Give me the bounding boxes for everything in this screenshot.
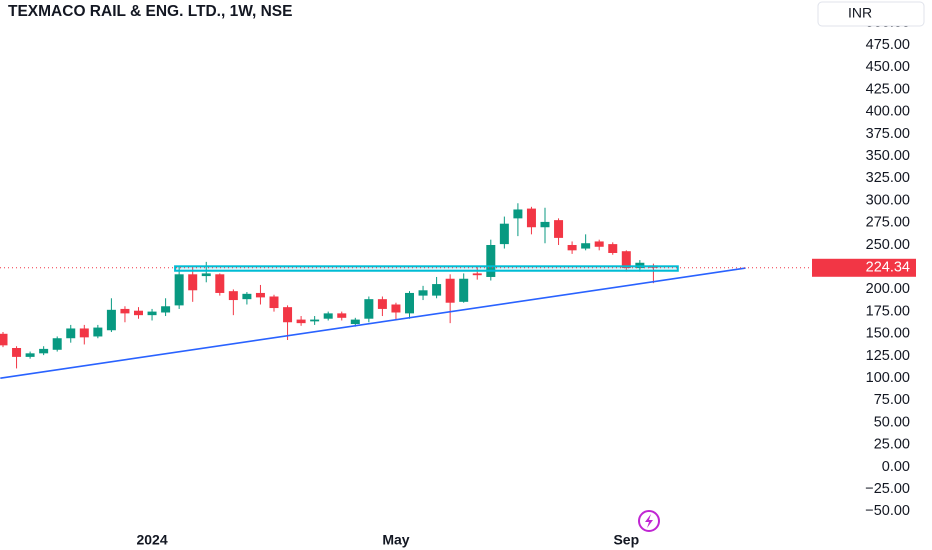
candle-body — [39, 348, 49, 354]
trend-line — [0, 267, 746, 379]
candle-body — [350, 319, 360, 325]
candle-body — [459, 278, 469, 302]
y-tick-label: 75.00 — [874, 392, 910, 408]
candle-body — [174, 274, 184, 306]
y-tick-label: 425.00 — [866, 81, 910, 97]
y-tick-label: 325.00 — [866, 170, 910, 186]
candle-body — [161, 306, 171, 313]
candle-body — [66, 328, 76, 339]
candle-body — [93, 327, 103, 337]
candle-body — [486, 244, 496, 277]
candle-body — [255, 292, 265, 298]
candle-body — [242, 293, 252, 300]
candle-body — [499, 223, 509, 245]
x-tick-label: Sep — [613, 532, 639, 548]
last-price-label: 224.34 — [866, 260, 910, 276]
candle-body — [472, 273, 482, 276]
price-axis: −50.00 −25.00 0.00 25.00 50.00 75.00 100.00 125… — [812, 15, 916, 519]
candle-body — [337, 313, 347, 318]
x-tick-label: May — [382, 532, 409, 548]
logo-bolt[interactable] — [645, 514, 653, 528]
candle-body — [526, 208, 536, 228]
y-tick-label: 350.00 — [866, 148, 910, 164]
candle-body — [0, 333, 8, 346]
y-tick-label: −25.00 — [865, 481, 910, 497]
candle-body — [621, 251, 631, 269]
y-tick-label: −50.00 — [865, 503, 910, 519]
candle-body — [79, 328, 89, 338]
x-tick-label: 2024 — [136, 532, 167, 548]
candle-body — [418, 290, 428, 296]
candle-body — [215, 274, 225, 293]
candle-body — [432, 284, 442, 296]
candle-body — [228, 291, 238, 301]
y-tick-label: 150.00 — [866, 326, 910, 342]
candle-body — [594, 241, 604, 247]
candle-body — [513, 209, 523, 219]
y-tick-label: 200.00 — [866, 281, 910, 297]
logo[interactable] — [638, 510, 660, 532]
y-tick-label: 250.00 — [866, 237, 910, 253]
y-tick-label: 375.00 — [866, 126, 910, 142]
y-tick-label: 50.00 — [874, 414, 910, 430]
y-tick-label: 275.00 — [866, 215, 910, 231]
candle-body — [201, 273, 211, 277]
candle-body — [25, 353, 35, 357]
candle-body — [445, 278, 455, 303]
candle-body — [581, 243, 591, 249]
candle-body — [364, 299, 374, 319]
candle-body — [188, 274, 198, 291]
candle-body — [269, 296, 279, 309]
candle-body — [283, 307, 293, 323]
y-tick-label: 25.00 — [874, 437, 910, 453]
y-tick-label: 175.00 — [866, 303, 910, 319]
y-tick-label: 475.00 — [866, 37, 910, 53]
candle-body — [310, 319, 320, 322]
candle-body — [120, 308, 130, 314]
chart-title: TEXMACO RAIL & ENG. LTD., 1W, NSE — [8, 3, 292, 20]
y-tick-label: 450.00 — [866, 59, 910, 75]
plot-area — [0, 203, 812, 379]
candle-body — [147, 311, 157, 316]
candle-body — [106, 309, 116, 331]
candle-body — [391, 304, 401, 313]
y-tick-label: 400.00 — [866, 104, 910, 120]
y-tick-label: 300.00 — [866, 192, 910, 208]
candle-body — [52, 338, 62, 350]
candle-body — [554, 220, 564, 238]
y-tick-label: 100.00 — [866, 370, 910, 386]
candle-body — [405, 292, 414, 314]
candle-body — [12, 348, 22, 357]
candle-body — [377, 299, 387, 309]
candle-body — [540, 221, 550, 228]
support-band — [174, 265, 679, 272]
currency-label[interactable]: INR — [848, 5, 872, 21]
currency-button[interactable] — [817, 1, 925, 27]
candle-body — [134, 310, 143, 316]
candle-body — [323, 313, 333, 319]
y-tick-label: 0.00 — [882, 459, 910, 475]
y-tick-label: 125.00 — [866, 348, 910, 364]
candle-body — [296, 319, 306, 324]
candle-body — [567, 244, 577, 251]
last-price-tag — [812, 258, 916, 277]
candle-body — [608, 244, 618, 253]
